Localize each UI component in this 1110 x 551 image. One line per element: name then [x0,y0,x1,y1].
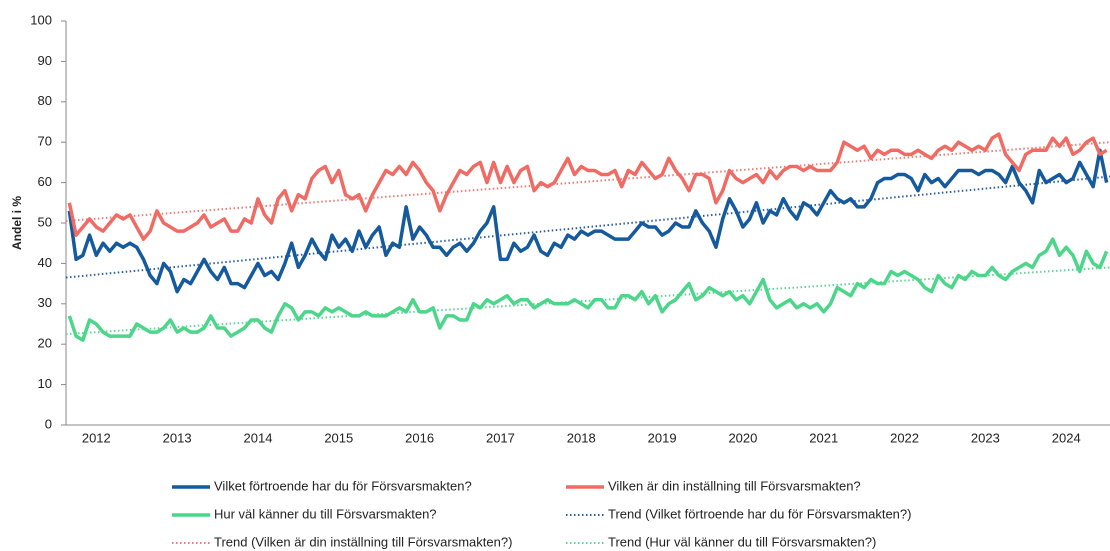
x-tick-label: 2013 [163,430,192,445]
y-tick-label: 20 [38,336,52,351]
x-tick-label: 2014 [244,430,273,445]
legend-label: Trend (Vilket förtroende har du för Förs… [608,506,911,521]
legend-label: Vilken är din inställning till Försvarsm… [608,478,861,493]
trend-line [65,141,1110,222]
x-tick-label: 2018 [567,430,596,445]
y-tick-label: 90 [38,53,52,68]
x-tick-label: 2015 [324,430,353,445]
x-tick-label: 2023 [971,430,1000,445]
trend-line [65,175,1110,279]
series-line [67,237,1109,342]
y-tick-label: 60 [38,174,52,189]
legend-label: Hur väl känner du till Försvarsmakten? [214,506,437,521]
y-tick-label: 30 [38,295,52,310]
y-tick-label: 70 [38,134,52,149]
x-tick-label: 2021 [809,430,838,445]
legend-label: Trend (Hur väl känner du till Försvarsma… [608,534,876,549]
trend-line [65,266,1110,336]
series-line [67,148,1109,294]
y-tick-label: 0 [45,416,52,431]
x-tick-label: 2022 [890,430,919,445]
x-tick-label: 2019 [648,430,677,445]
y-tick-label: 10 [38,376,52,391]
legend-label: Trend (Vilken är din inställning till Fö… [214,534,512,549]
y-tick-label: 50 [38,214,52,229]
x-tick-label: 2024 [1052,430,1081,445]
y-tick-label: 80 [38,93,52,108]
legend-label: Vilket förtroende har du för Försvarsmak… [214,478,472,493]
y-axis-label: Andel i % [10,196,24,250]
x-tick-label: 2017 [486,430,515,445]
series-line [67,132,1108,241]
y-tick-label: 100 [30,12,52,27]
x-tick-label: 2020 [728,430,757,445]
x-tick-label: 2016 [405,430,434,445]
y-tick-label: 40 [38,255,52,270]
x-tick-label: 2012 [82,430,111,445]
